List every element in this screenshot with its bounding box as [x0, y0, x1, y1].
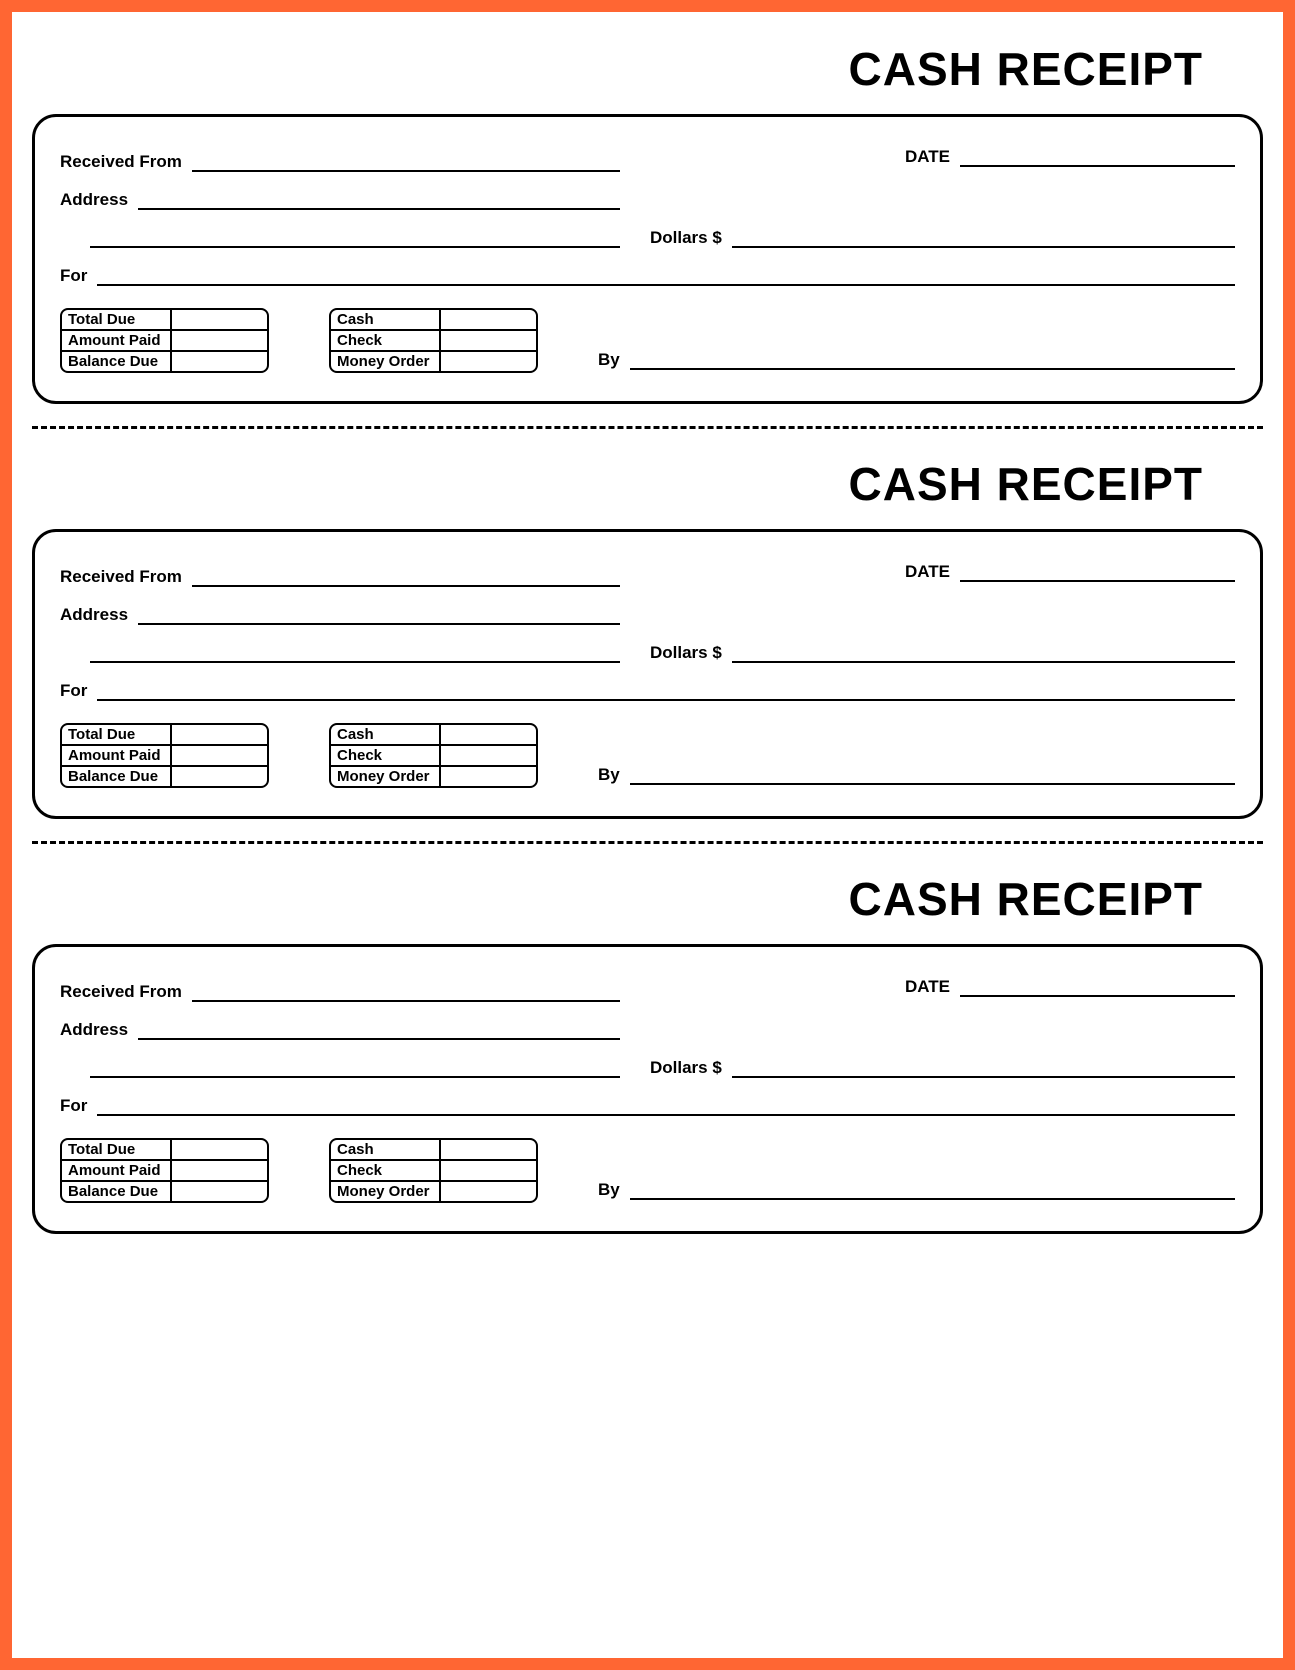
dollars-line[interactable]	[732, 1062, 1235, 1078]
check-value[interactable]	[441, 746, 536, 765]
dollars-label: Dollars $	[650, 228, 722, 248]
receipt-title: CASH RECEIPT	[32, 42, 1263, 96]
balance-due-label: Balance Due	[62, 1182, 172, 1201]
receipt-box: Received From DATE Address Dollars $	[32, 114, 1263, 404]
amount-paid-value[interactable]	[172, 331, 267, 350]
total-due-value[interactable]	[172, 310, 267, 329]
dollars-label: Dollars $	[650, 643, 722, 663]
amount-paid-value[interactable]	[172, 1161, 267, 1180]
receipt-title: CASH RECEIPT	[32, 457, 1263, 511]
check-label: Check	[331, 1161, 441, 1180]
balance-due-label: Balance Due	[62, 767, 172, 786]
cut-line	[32, 841, 1263, 844]
cash-label: Cash	[331, 310, 441, 329]
total-due-value[interactable]	[172, 725, 267, 744]
money-order-label: Money Order	[331, 352, 441, 371]
for-label: For	[60, 266, 87, 286]
receipt-block: CASH RECEIPT Received From DATE Address	[32, 872, 1263, 1234]
received-from-line[interactable]	[192, 986, 620, 1002]
balance-due-label: Balance Due	[62, 352, 172, 371]
money-order-label: Money Order	[331, 1182, 441, 1201]
receipt-box: Received From DATE Address Dollars $	[32, 529, 1263, 819]
receipt-page: CASH RECEIPT Received From DATE Address	[0, 0, 1295, 1670]
amount-paid-value[interactable]	[172, 746, 267, 765]
amount-paid-label: Amount Paid	[62, 331, 172, 350]
date-label: DATE	[905, 147, 950, 167]
amount-table: Total Due Amount Paid Balance Due	[60, 308, 269, 373]
for-label: For	[60, 1096, 87, 1116]
date-label: DATE	[905, 977, 950, 997]
received-from-line[interactable]	[192, 571, 620, 587]
address-line[interactable]	[138, 609, 620, 625]
total-due-label: Total Due	[62, 1140, 172, 1159]
for-line[interactable]	[97, 270, 1235, 286]
receipt-block: CASH RECEIPT Received From DATE Address	[32, 42, 1263, 404]
by-label: By	[598, 350, 620, 370]
amount-table: Total Due Amount Paid Balance Due	[60, 723, 269, 788]
amount-table: Total Due Amount Paid Balance Due	[60, 1138, 269, 1203]
cash-value[interactable]	[441, 725, 536, 744]
money-order-label: Money Order	[331, 767, 441, 786]
received-from-line[interactable]	[192, 156, 620, 172]
date-line[interactable]	[960, 566, 1235, 582]
address-line-2[interactable]	[90, 1058, 620, 1078]
received-from-label: Received From	[60, 567, 182, 587]
cash-value[interactable]	[441, 1140, 536, 1159]
cut-line	[32, 426, 1263, 429]
address-line[interactable]	[138, 194, 620, 210]
address-label: Address	[60, 190, 128, 210]
cash-value[interactable]	[441, 310, 536, 329]
payment-table: Cash Check Money Order	[329, 723, 538, 788]
check-value[interactable]	[441, 1161, 536, 1180]
address-line[interactable]	[138, 1024, 620, 1040]
total-due-label: Total Due	[62, 310, 172, 329]
dollars-line[interactable]	[732, 232, 1235, 248]
address-label: Address	[60, 1020, 128, 1040]
amount-paid-label: Amount Paid	[62, 746, 172, 765]
receipt-title: CASH RECEIPT	[32, 872, 1263, 926]
check-value[interactable]	[441, 331, 536, 350]
received-from-label: Received From	[60, 152, 182, 172]
check-label: Check	[331, 331, 441, 350]
by-line[interactable]	[630, 769, 1235, 785]
payment-table: Cash Check Money Order	[329, 308, 538, 373]
by-line[interactable]	[630, 1184, 1235, 1200]
payment-table: Cash Check Money Order	[329, 1138, 538, 1203]
for-line[interactable]	[97, 1100, 1235, 1116]
receipt-box: Received From DATE Address Dollars $	[32, 944, 1263, 1234]
received-from-label: Received From	[60, 982, 182, 1002]
by-label: By	[598, 765, 620, 785]
for-line[interactable]	[97, 685, 1235, 701]
money-order-value[interactable]	[441, 767, 536, 786]
date-line[interactable]	[960, 981, 1235, 997]
date-line[interactable]	[960, 151, 1235, 167]
dollars-label: Dollars $	[650, 1058, 722, 1078]
receipt-block: CASH RECEIPT Received From DATE Address	[32, 457, 1263, 819]
by-line[interactable]	[630, 354, 1235, 370]
total-due-value[interactable]	[172, 1140, 267, 1159]
for-label: For	[60, 681, 87, 701]
by-label: By	[598, 1180, 620, 1200]
date-label: DATE	[905, 562, 950, 582]
balance-due-value[interactable]	[172, 1182, 267, 1201]
cash-label: Cash	[331, 1140, 441, 1159]
money-order-value[interactable]	[441, 1182, 536, 1201]
balance-due-value[interactable]	[172, 767, 267, 786]
address-label: Address	[60, 605, 128, 625]
money-order-value[interactable]	[441, 352, 536, 371]
dollars-line[interactable]	[732, 647, 1235, 663]
total-due-label: Total Due	[62, 725, 172, 744]
cash-label: Cash	[331, 725, 441, 744]
address-line-2[interactable]	[90, 643, 620, 663]
check-label: Check	[331, 746, 441, 765]
amount-paid-label: Amount Paid	[62, 1161, 172, 1180]
address-line-2[interactable]	[90, 228, 620, 248]
balance-due-value[interactable]	[172, 352, 267, 371]
